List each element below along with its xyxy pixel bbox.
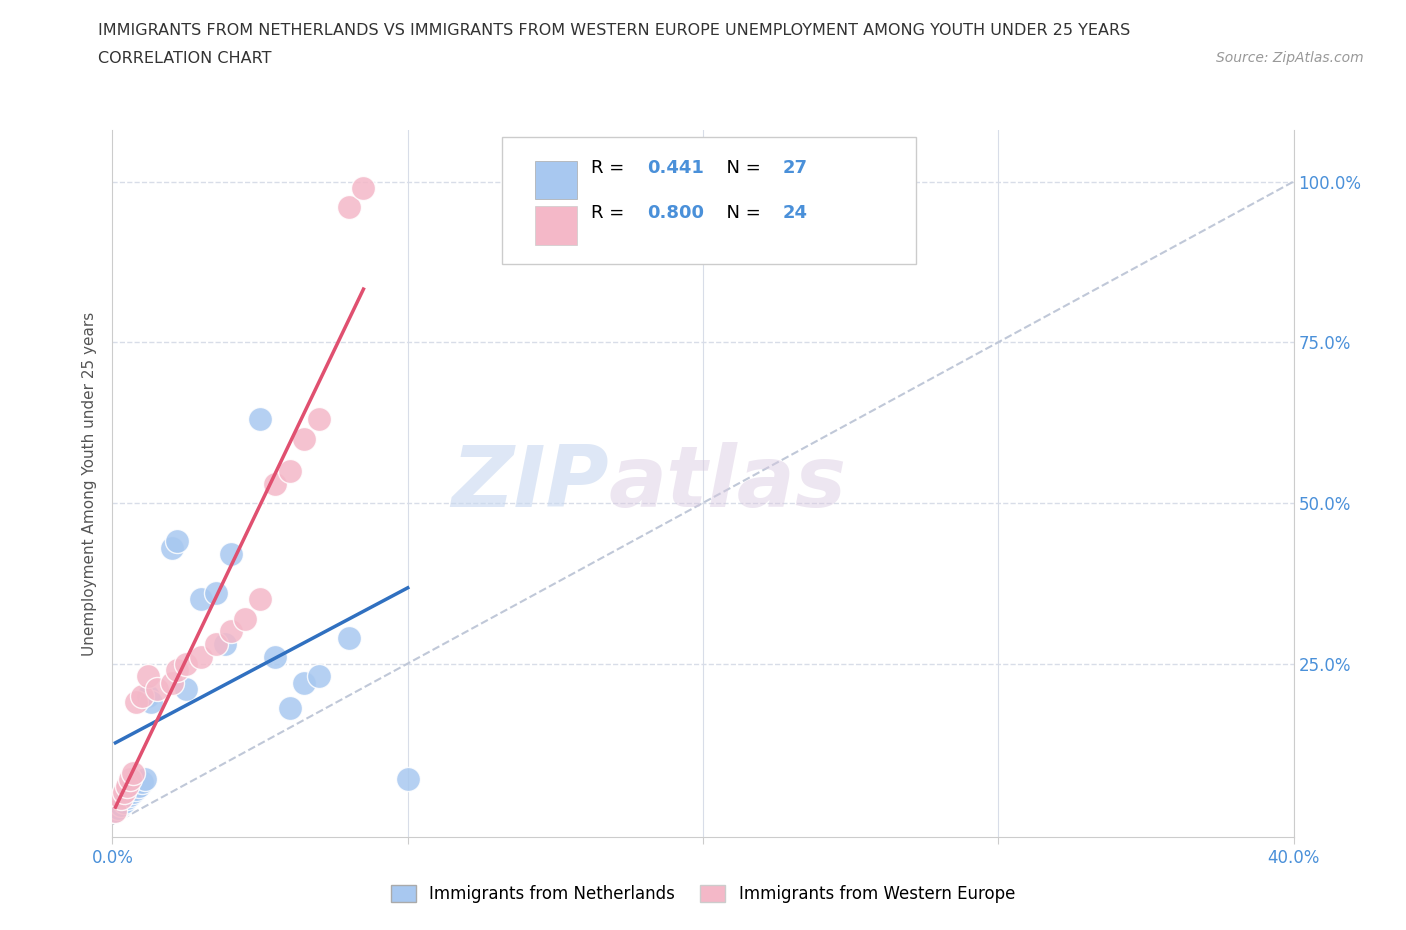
Text: CORRELATION CHART: CORRELATION CHART (98, 51, 271, 66)
Point (205, 637, 228, 652)
Point (219, 547, 242, 562)
Point (233, 611, 256, 626)
Point (166, 662, 188, 677)
FancyBboxPatch shape (536, 161, 576, 199)
Point (396, 772, 419, 787)
Point (190, 591, 212, 606)
Point (308, 412, 330, 427)
FancyBboxPatch shape (536, 206, 576, 245)
Text: R =: R = (591, 159, 630, 177)
Text: 0.800: 0.800 (648, 204, 704, 222)
Point (120, 788, 142, 803)
Text: ZIP: ZIP (451, 442, 609, 525)
Point (110, 791, 132, 806)
Point (278, 463, 301, 478)
Point (128, 778, 150, 793)
Point (122, 765, 145, 780)
Point (166, 534, 188, 549)
Point (292, 432, 315, 446)
Y-axis label: Unemployment Among Youth under 25 years: Unemployment Among Youth under 25 years (82, 312, 97, 656)
Point (112, 785, 135, 800)
Point (117, 791, 138, 806)
Point (337, 631, 360, 645)
Point (174, 656, 197, 671)
Text: N =: N = (714, 159, 766, 177)
Point (107, 801, 129, 816)
Point (249, 412, 271, 427)
Text: IMMIGRANTS FROM NETHERLANDS VS IMMIGRANTS FROM WESTERN EUROPE UNEMPLOYMENT AMONG: IMMIGRANTS FROM NETHERLANDS VS IMMIGRANT… (98, 23, 1130, 38)
Point (160, 540, 183, 555)
Point (117, 778, 138, 793)
Point (174, 682, 197, 697)
Point (190, 650, 212, 665)
Point (131, 775, 153, 790)
Point (146, 682, 169, 697)
Legend: Immigrants from Netherlands, Immigrants from Western Europe: Immigrants from Netherlands, Immigrants … (384, 879, 1022, 910)
Point (125, 695, 148, 710)
Text: R =: R = (591, 204, 630, 222)
Point (104, 804, 127, 818)
Text: 24: 24 (782, 204, 807, 222)
Point (134, 772, 156, 787)
Point (160, 675, 183, 690)
FancyBboxPatch shape (502, 138, 915, 264)
Text: atlas: atlas (609, 442, 846, 525)
Point (278, 701, 301, 716)
Point (292, 675, 315, 690)
Point (110, 797, 132, 812)
Point (120, 772, 142, 787)
Point (136, 688, 159, 703)
Point (104, 804, 127, 818)
Text: N =: N = (714, 204, 766, 222)
Point (264, 476, 287, 491)
Text: 0.441: 0.441 (648, 159, 704, 177)
Point (308, 669, 330, 684)
Point (205, 585, 228, 600)
Text: Source: ZipAtlas.com: Source: ZipAtlas.com (1216, 51, 1364, 65)
Point (125, 781, 148, 796)
Point (337, 200, 360, 215)
Point (139, 695, 162, 710)
Point (112, 794, 135, 809)
Point (131, 688, 153, 703)
Point (264, 650, 287, 665)
Point (219, 624, 242, 639)
Point (249, 591, 271, 606)
Point (122, 785, 145, 800)
Point (136, 669, 159, 684)
Point (352, 180, 374, 195)
Point (214, 637, 236, 652)
Text: 27: 27 (782, 159, 807, 177)
